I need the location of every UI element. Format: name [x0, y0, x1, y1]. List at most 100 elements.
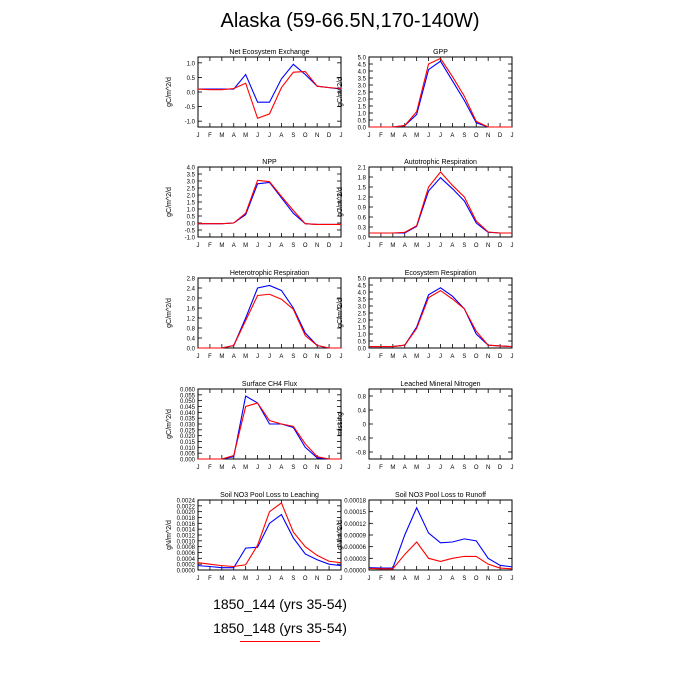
x-tick-label: N [486, 243, 490, 249]
y-tick-label: 0.4 [187, 337, 196, 343]
x-tick-label: D [327, 576, 332, 582]
x-tick-label: F [208, 133, 212, 139]
y-tick-label: 1.0 [187, 61, 196, 67]
x-tick-label: J [439, 465, 442, 471]
plot-frame [197, 277, 342, 349]
x-tick-label: J [427, 354, 430, 360]
x-tick-label: A [403, 133, 407, 139]
x-tick-label: M [390, 576, 395, 582]
y-tick-label: 0.0008 [177, 545, 196, 551]
x-tick-label: D [327, 465, 332, 471]
x-tick-label: M [243, 354, 248, 360]
x-tick-label: M [414, 243, 419, 249]
x-tick-label: J [368, 465, 371, 471]
x-tick-label: A [279, 465, 283, 471]
y-tick-label: 0.0022 [177, 504, 196, 510]
x-tick-label: J [197, 243, 200, 249]
y-tick-label: 0.0016 [177, 522, 196, 528]
x-tick-label: M [219, 133, 224, 139]
y-tick-label: 0.0 [358, 236, 367, 242]
x-tick-label: M [243, 243, 248, 249]
y-axis-label: missing [337, 412, 344, 436]
y-tick-label: 0.0020 [177, 510, 196, 516]
x-tick-label: J [368, 243, 371, 249]
series-line-red [369, 57, 512, 128]
y-tick-label: 3.0 [358, 305, 367, 311]
y-tick-label: 0.025 [180, 428, 196, 434]
legend-line-red [240, 641, 320, 642]
x-tick-label: S [291, 576, 295, 582]
x-tick-label: J [511, 133, 514, 139]
panel-title: Leached Mineral Nitrogen [400, 381, 480, 388]
y-tick-label: 3.5 [187, 173, 196, 179]
y-tick-label: 1.2 [187, 317, 196, 323]
x-tick-label: J [256, 576, 259, 582]
x-tick-label: A [232, 133, 236, 139]
x-tick-label: O [303, 133, 308, 139]
y-tick-label: 0.3 [358, 226, 367, 232]
x-tick-label: A [450, 243, 454, 249]
y-axis-label: gC/m^2/d [166, 298, 173, 328]
x-tick-label: J [268, 576, 271, 582]
series-line-blue [369, 176, 512, 234]
x-tick-label: F [208, 243, 212, 249]
x-tick-label: A [279, 133, 283, 139]
x-tick-label: J [368, 354, 371, 360]
y-tick-label: 0.000 [180, 458, 196, 464]
y-tick-label: 0.0004 [177, 557, 196, 563]
x-tick-label: N [315, 465, 319, 471]
chart-panel-9: Soil NO3 Pool Loss to Leaching gN/m^2/d 0.… [166, 492, 343, 582]
x-tick-label: A [232, 354, 236, 360]
y-tick-label: 2.0 [187, 297, 196, 303]
x-tick-label: F [379, 354, 383, 360]
legend-item-1850-144: 1850_144 (yrs 35-54) [213, 596, 347, 612]
x-tick-label: F [208, 465, 212, 471]
y-tick-label: 0.0010 [177, 539, 196, 545]
y-tick-label: 2.5 [358, 312, 367, 318]
series-line-red [198, 293, 341, 349]
chart-panel-7: Surface CH4 FluxgC/m^2/d0.0000.0050.0100… [166, 381, 343, 471]
x-tick-label: A [279, 576, 283, 582]
y-tick-label: 0.8 [187, 327, 196, 333]
x-tick-label: S [291, 243, 295, 249]
x-tick-label: J [197, 133, 200, 139]
x-tick-label: S [462, 133, 466, 139]
y-tick-label: 2.1 [358, 166, 367, 172]
x-tick-label: N [315, 354, 319, 360]
x-tick-label: J [368, 576, 371, 582]
x-tick-label: J [256, 354, 259, 360]
x-tick-label: J [197, 465, 200, 471]
y-tick-label: 0.5 [187, 76, 196, 82]
y-tick-label: 5.0 [358, 56, 367, 62]
series-line-red [368, 541, 513, 570]
x-tick-label: A [450, 465, 454, 471]
x-tick-label: S [462, 243, 466, 249]
x-tick-label: D [498, 243, 503, 249]
series-line-red [369, 171, 512, 234]
page-title: Alaska (59-66.5N,170-140W) [220, 10, 480, 32]
x-tick-label: N [486, 354, 490, 360]
series-line-red [198, 402, 341, 460]
y-tick-label: 3.0 [187, 180, 196, 186]
y-tick-label: 0.4 [358, 409, 367, 415]
y-tick-label: 0.5 [358, 340, 367, 346]
x-tick-label: N [486, 133, 490, 139]
x-tick-label: O [474, 465, 479, 471]
x-tick-label: N [486, 465, 490, 471]
y-tick-label: 0.040 [180, 411, 196, 417]
y-tick-label: 1.5 [358, 186, 367, 192]
x-tick-label: J [268, 243, 271, 249]
x-tick-label: M [414, 576, 419, 582]
y-tick-label: 0.00009 [344, 534, 366, 540]
x-tick-label: J [197, 576, 200, 582]
y-tick-label: 4.5 [358, 63, 367, 69]
y-tick-label: 4.0 [358, 70, 367, 76]
x-tick-label: O [474, 576, 479, 582]
x-tick-label: M [414, 354, 419, 360]
y-tick-label: 3.5 [358, 298, 367, 304]
panel-title: Soil NO3 Pool Loss to Leaching [220, 492, 319, 499]
y-tick-label: -1.0 [185, 236, 196, 242]
plot-frame [368, 56, 513, 128]
y-tick-label: 0.0014 [177, 528, 196, 534]
x-tick-label: A [450, 354, 454, 360]
